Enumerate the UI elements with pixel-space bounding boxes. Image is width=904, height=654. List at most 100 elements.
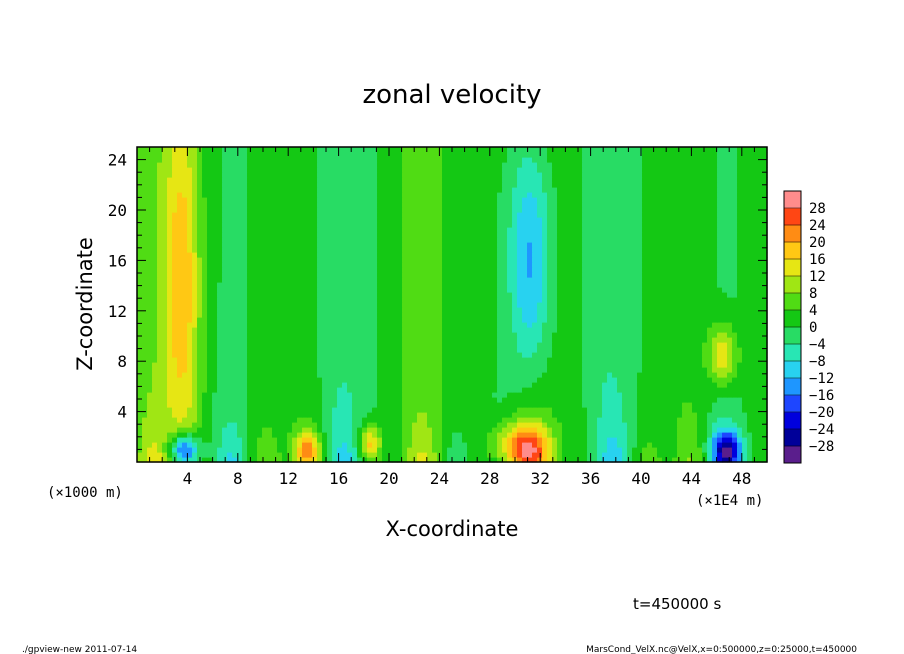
heatmap-cell: [377, 417, 383, 423]
heatmap-cell: [537, 357, 543, 363]
heatmap-cell: [387, 437, 393, 443]
heatmap-cell: [602, 402, 608, 408]
heatmap-cell: [302, 262, 308, 268]
heatmap-cell: [312, 287, 318, 293]
heatmap-cell: [662, 392, 668, 398]
heatmap-cell: [507, 442, 513, 448]
heatmap-cell: [732, 417, 738, 423]
heatmap-cell: [757, 442, 763, 448]
heatmap-cell: [622, 362, 628, 368]
heatmap-cell: [477, 262, 483, 268]
heatmap-cell: [197, 397, 203, 403]
heatmap-cell: [382, 382, 388, 388]
heatmap-cell: [412, 377, 418, 383]
heatmap-cell: [312, 327, 318, 333]
heatmap-cell: [342, 342, 348, 348]
heatmap-cell: [567, 442, 573, 448]
heatmap-cell: [312, 422, 318, 428]
heatmap-cell: [487, 397, 493, 403]
heatmap-cell: [272, 267, 278, 273]
heatmap-cell: [672, 392, 678, 398]
heatmap-cell: [247, 307, 253, 313]
heatmap-cell: [297, 312, 303, 318]
heatmap-cell: [402, 417, 408, 423]
heatmap-cell: [677, 422, 683, 428]
heatmap-cell: [557, 282, 563, 288]
heatmap-cell: [332, 407, 338, 413]
heatmap-cell: [392, 317, 398, 323]
heatmap-cell: [167, 312, 173, 318]
heatmap-cell: [167, 347, 173, 353]
heatmap-cell: [452, 272, 458, 278]
heatmap-cell: [217, 437, 223, 443]
heatmap-cell: [257, 377, 263, 383]
heatmap-cell: [322, 282, 328, 288]
heatmap-cell: [137, 272, 143, 278]
heatmap-cell: [537, 442, 543, 448]
heatmap-cell: [597, 312, 603, 318]
heatmap-cell: [372, 422, 378, 428]
heatmap-cell: [667, 397, 673, 403]
heatmap-cell: [257, 342, 263, 348]
heatmap-cell: [302, 417, 308, 423]
heatmap-cell: [372, 442, 378, 448]
heatmap-cell: [207, 262, 213, 268]
heatmap-cell: [677, 367, 683, 373]
heatmap-cell: [382, 282, 388, 288]
heatmap-cell: [382, 407, 388, 413]
heatmap-cell: [402, 382, 408, 388]
heatmap-cell: [582, 442, 588, 448]
heatmap-cell: [217, 342, 223, 348]
heatmap-cell: [652, 277, 658, 283]
heatmap-cell: [137, 307, 143, 313]
heatmap-cell: [617, 377, 623, 383]
heatmap-cell: [507, 437, 513, 443]
heatmap-cell: [252, 422, 258, 428]
heatmap-cell: [747, 297, 753, 303]
heatmap-cell: [752, 397, 758, 403]
heatmap-cell: [697, 342, 703, 348]
heatmap-cell: [387, 457, 393, 463]
heatmap-cell: [347, 452, 353, 458]
heatmap-cell: [672, 322, 678, 328]
heatmap-cell: [632, 297, 638, 303]
heatmap-cell: [707, 357, 713, 363]
heatmap-cell: [477, 307, 483, 313]
heatmap-cell: [747, 342, 753, 348]
heatmap-cell: [587, 302, 593, 308]
heatmap-cell: [557, 277, 563, 283]
heatmap-cell: [137, 277, 143, 283]
heatmap-cell: [522, 442, 528, 448]
heatmap-cell: [257, 402, 263, 408]
heatmap-cell: [652, 452, 658, 458]
heatmap-cell: [747, 332, 753, 338]
heatmap-cell: [462, 452, 468, 458]
heatmap-cell: [702, 362, 708, 368]
heatmap-cell: [632, 407, 638, 413]
heatmap-cell: [647, 452, 653, 458]
heatmap-cell: [722, 367, 728, 373]
heatmap-cell: [627, 292, 633, 298]
heatmap-cell: [632, 397, 638, 403]
heatmap-cell: [512, 297, 518, 303]
heatmap-cell: [232, 352, 238, 358]
heatmap-cell: [737, 272, 743, 278]
heatmap-cell: [492, 437, 498, 443]
heatmap-cell: [737, 392, 743, 398]
heatmap-cell: [567, 427, 573, 433]
heatmap-cell: [357, 347, 363, 353]
heatmap-cell: [472, 427, 478, 433]
heatmap-cell: [617, 322, 623, 328]
heatmap-cell: [522, 362, 528, 368]
heatmap-cell: [317, 317, 323, 323]
heatmap-cell: [232, 302, 238, 308]
heatmap-cell: [752, 372, 758, 378]
heatmap-cell: [142, 437, 148, 443]
heatmap-cell: [247, 312, 253, 318]
heatmap-cell: [692, 457, 698, 463]
heatmap-cell: [607, 387, 613, 393]
heatmap-cell: [137, 452, 143, 458]
heatmap-cell: [337, 417, 343, 423]
heatmap-cell: [587, 307, 593, 313]
heatmap-cell: [622, 397, 628, 403]
